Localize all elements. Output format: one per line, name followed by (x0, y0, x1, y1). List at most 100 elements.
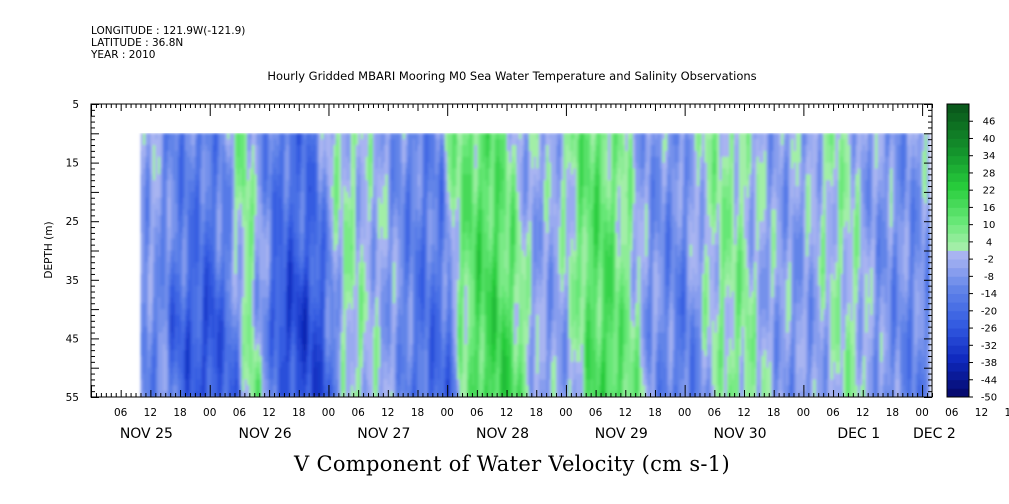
heatmap-cell (219, 197, 223, 205)
heatmap-cell (259, 156, 263, 164)
heatmap-cell (187, 268, 191, 275)
heatmap-cell (227, 385, 231, 392)
heatmap-cell (296, 391, 300, 397)
heatmap-cell (162, 285, 166, 293)
heatmap-cell (227, 379, 231, 386)
heatmap-cell (202, 291, 206, 298)
heatmap-cell (199, 391, 203, 397)
heatmap-cell (157, 203, 161, 211)
heatmap-cell (194, 221, 198, 228)
heatmap-cell (202, 273, 206, 281)
heatmap-cell (194, 168, 198, 175)
heatmap-cell (155, 209, 159, 216)
heatmap-cell (259, 268, 263, 275)
heatmap-cell (286, 338, 290, 345)
heatmap-cell (313, 367, 317, 375)
heatmap-cell (227, 279, 231, 287)
heatmap-cell (288, 332, 292, 339)
heatmap-cell (281, 385, 285, 392)
heatmap-cell (162, 279, 166, 287)
heatmap-cell (274, 350, 278, 357)
heatmap-cell (291, 355, 295, 363)
heatmap-cell (323, 180, 327, 187)
heatmap-cell (167, 150, 171, 158)
heatmap-cell (142, 186, 147, 193)
heatmap-cell (140, 139, 144, 146)
heatmap-cell (254, 221, 258, 228)
heatmap-cell (316, 256, 320, 263)
heatmap-cell (219, 320, 223, 328)
heatmap-cell (303, 268, 307, 275)
heatmap-cell (306, 186, 310, 193)
heatmap-cell (187, 256, 191, 263)
heatmap-cell (278, 314, 283, 322)
heatmap-cell (150, 279, 154, 287)
heatmap-cell (274, 139, 278, 146)
heatmap-cell (330, 309, 334, 316)
heatmap-cell (204, 162, 208, 170)
heatmap-cell (182, 203, 186, 211)
heatmap-cell (160, 297, 164, 304)
heatmap-cell (241, 174, 245, 181)
heatmap-cell (160, 355, 164, 363)
heatmap-cell (219, 291, 223, 298)
heatmap-cell (197, 186, 201, 193)
heatmap-cell (239, 350, 243, 357)
heatmap-cell (328, 391, 332, 397)
heatmap-cell (306, 156, 310, 164)
heatmap-cell (313, 191, 317, 199)
heatmap-cell (229, 268, 233, 275)
heatmap-cell (194, 332, 198, 339)
heatmap-cell (160, 344, 164, 351)
heatmap-cell (313, 373, 317, 381)
heatmap-cell (212, 326, 216, 334)
heatmap-cell (140, 156, 144, 164)
heatmap-cell (165, 145, 169, 152)
heatmap-cell (177, 367, 181, 375)
heatmap-cell (269, 273, 273, 281)
heatmap-cell (147, 268, 151, 275)
heatmap-cell (278, 379, 283, 386)
heatmap-cell (306, 350, 310, 357)
heatmap-cell (288, 338, 292, 345)
heatmap-cell (192, 361, 196, 369)
heatmap-cell (214, 180, 218, 187)
heatmap-cell (244, 232, 248, 240)
heatmap-cell (217, 232, 221, 240)
heatmap-cell (236, 156, 241, 164)
heatmap-cell (254, 191, 258, 199)
heatmap-cell (227, 297, 231, 304)
heatmap-cell (209, 186, 213, 193)
heatmap-cell (217, 297, 221, 304)
heatmap-cell (209, 145, 213, 152)
heatmap-cell (276, 250, 280, 257)
heatmap-cell (192, 180, 196, 187)
heatmap-cell (251, 227, 255, 234)
heatmap-cell (259, 232, 263, 240)
heatmap-cell (222, 326, 226, 334)
heatmap-cell (239, 385, 243, 392)
heatmap-cell (147, 297, 151, 304)
heatmap-cell (311, 268, 315, 275)
heatmap-cell (328, 191, 332, 199)
heatmap-cell (167, 191, 171, 199)
heatmap-cell (212, 227, 216, 234)
heatmap-cell (187, 291, 191, 298)
heatmap-cell (207, 273, 211, 281)
heatmap-cell (197, 227, 201, 234)
heatmap-cell (249, 244, 253, 252)
heatmap-cell (286, 180, 290, 187)
heatmap-cell (249, 186, 253, 193)
heatmap-cell (316, 338, 320, 345)
heatmap-cell (142, 145, 147, 152)
heatmap-cell (219, 326, 223, 334)
heatmap-cell (271, 203, 275, 211)
heatmap-cell (308, 291, 312, 298)
heatmap-cell (330, 338, 334, 345)
heatmap-cell (187, 379, 191, 386)
heatmap-cell (333, 168, 337, 175)
heatmap-cell (278, 133, 283, 140)
heatmap-cell (333, 145, 337, 152)
heatmap-cell (328, 262, 332, 269)
heatmap-cell (311, 379, 315, 386)
